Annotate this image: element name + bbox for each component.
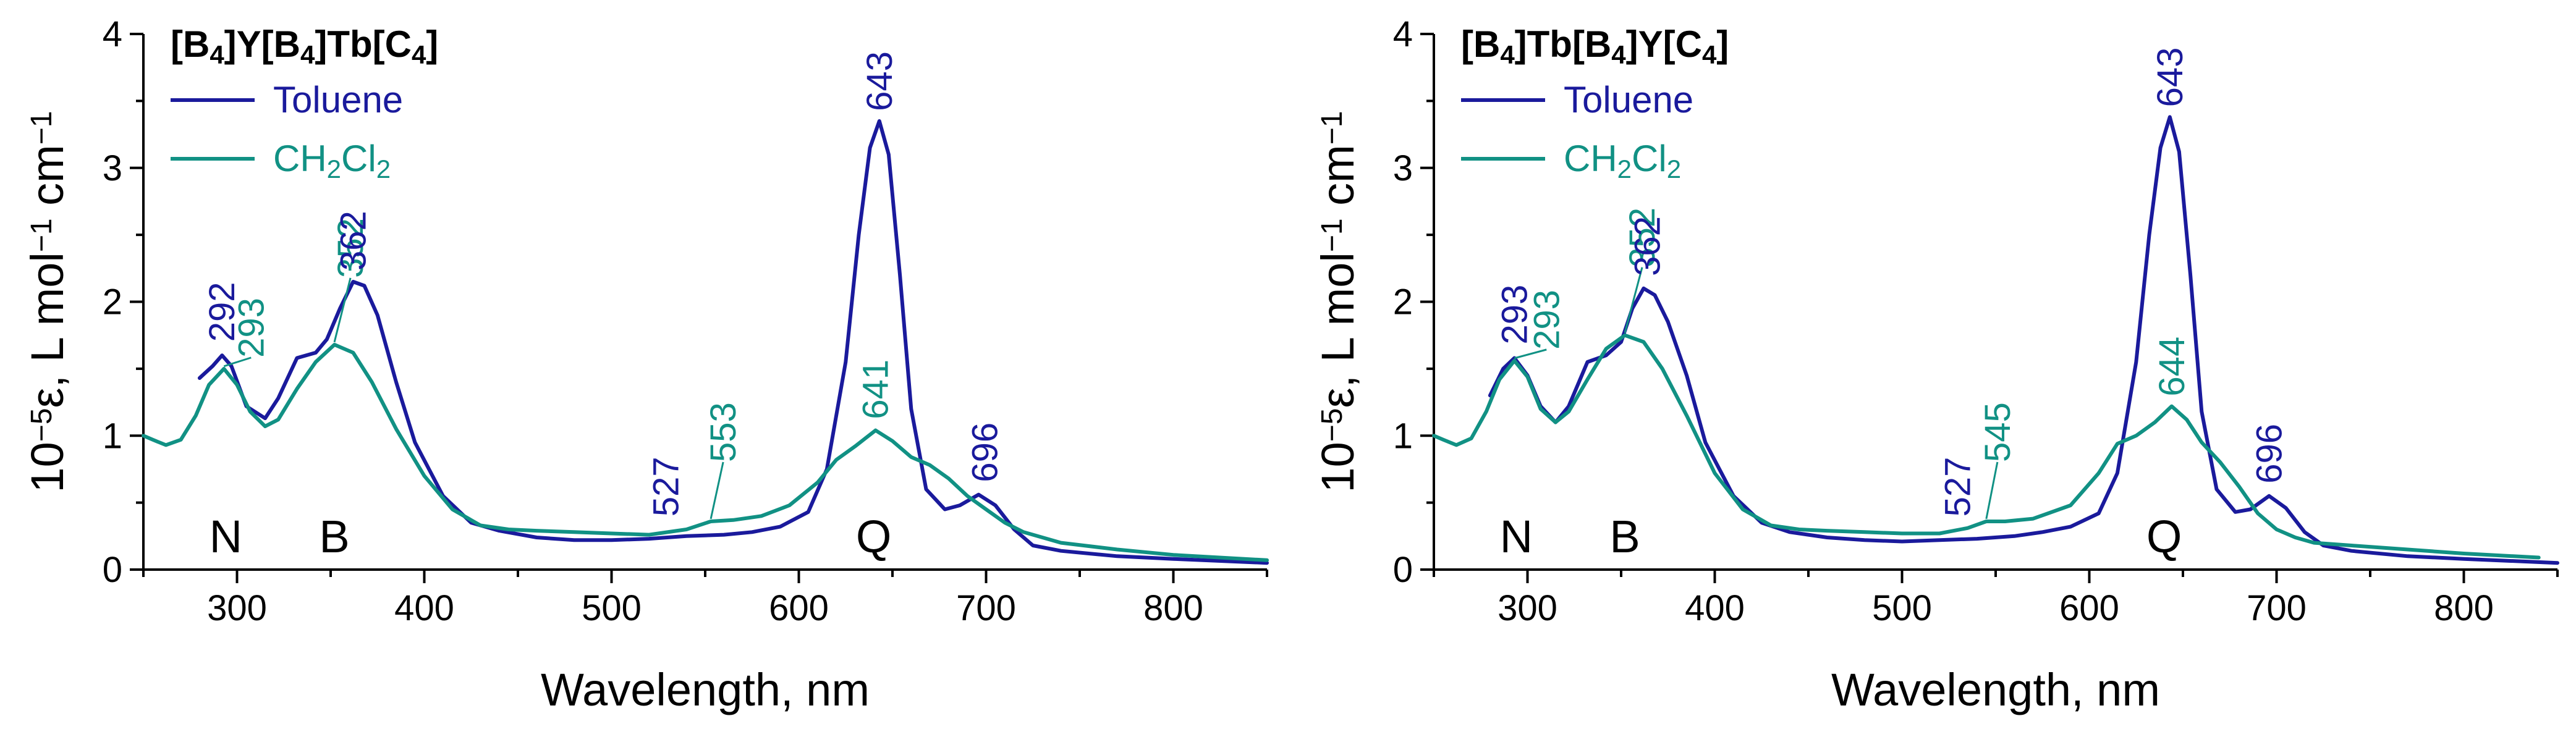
x-tick-label: 400 <box>394 588 454 628</box>
x-tick-label: 600 <box>2059 588 2119 628</box>
peak-label: 553 <box>703 402 744 462</box>
band-label-b: B <box>1609 511 1640 562</box>
y-axis-title: 10−5ε, L mol−1 cm−1 <box>22 111 73 492</box>
peak-label: 643 <box>2150 48 2190 107</box>
y-tick-label: 3 <box>1393 148 1413 188</box>
legend-label-ch2cl2: CH2Cl2 <box>273 138 391 183</box>
peak-label: 644 <box>2152 337 2192 397</box>
peak-label: 293 <box>1527 290 1567 350</box>
y-tick-label: 1 <box>103 416 122 456</box>
x-tick-label: 400 <box>1685 588 1745 628</box>
peak-leader-line <box>710 461 724 520</box>
y-axis-title: 10−5ε, L mol−1 cm−1 <box>1312 111 1363 492</box>
x-tick-label: 700 <box>2247 588 2307 628</box>
x-tick-label: 500 <box>1872 588 1932 628</box>
peak-label: 527 <box>646 457 686 516</box>
peak-leader-line <box>223 356 252 368</box>
panel-title: [B4]Y[B4]Tb[C4] <box>171 23 438 69</box>
peak-label: 293 <box>1494 285 1535 345</box>
x-tick-label: 300 <box>1498 588 1557 628</box>
band-label-n: N <box>210 511 242 562</box>
right-chart-panel: 300 400 500 600 700 800 0 1 2 3 4 Wavelength, nm 10−… <box>1312 14 2559 715</box>
band-label-n: N <box>1500 511 1533 562</box>
series-line-toluene <box>1488 115 2559 565</box>
left-chart-panel: 300 400 500 600 700 800 0 1 2 3 4 Wavelength, nm 10−… <box>22 14 1269 715</box>
peak-label: 352 <box>331 218 371 278</box>
peak-label: 641 <box>856 360 896 419</box>
legend-label-toluene: Toluene <box>273 79 403 120</box>
peak-leader-line <box>1985 461 1999 520</box>
x-axis-title: Wavelength, nm <box>541 664 870 715</box>
band-label-b: B <box>319 511 349 562</box>
x-tick-label: 500 <box>582 588 642 628</box>
panel-title: [B4]Tb[B4]Y[C4] <box>1461 23 1729 69</box>
band-label-q: Q <box>856 511 892 562</box>
series-line-toluene <box>197 119 1269 565</box>
x-tick-label: 800 <box>1143 588 1203 628</box>
series-line-ch2cl2 <box>1432 333 2541 560</box>
y-tick-label: 1 <box>1393 416 1413 456</box>
y-tick-label: 3 <box>103 148 122 188</box>
series-line-ch2cl2 <box>142 342 1269 562</box>
y-tick-label: 2 <box>1393 282 1413 322</box>
x-tick-label: 300 <box>207 588 267 628</box>
y-tick-label: 4 <box>1393 14 1413 54</box>
peak-leader-line <box>1514 348 1547 360</box>
peak-label: 352 <box>1622 208 1663 267</box>
x-tick-label: 800 <box>2434 588 2494 628</box>
peak-label: 527 <box>1938 457 1978 517</box>
y-tick-label: 0 <box>103 550 122 590</box>
peak-label: 293 <box>231 298 271 358</box>
peak-label: 643 <box>860 51 900 111</box>
peak-label: 362 <box>1627 216 1667 276</box>
y-tick-label: 2 <box>103 282 122 322</box>
band-label-q: Q <box>2146 511 2182 562</box>
legend-label-ch2cl2: CH2Cl2 <box>1564 138 1681 183</box>
y-tick-label: 4 <box>103 14 122 54</box>
y-tick-label: 0 <box>1393 550 1413 590</box>
x-tick-label: 600 <box>769 588 829 628</box>
peak-label: 292 <box>202 282 242 342</box>
peak-label: 545 <box>1978 402 2018 462</box>
peak-label: 362 <box>333 211 373 271</box>
x-axis-title: Wavelength, nm <box>1831 664 2160 715</box>
peak-label: 696 <box>965 423 1005 482</box>
peak-label: 696 <box>2249 424 2289 484</box>
peak-leader-line <box>1624 267 1643 334</box>
x-tick-label: 700 <box>956 588 1016 628</box>
legend-label-toluene: Toluene <box>1564 79 1693 120</box>
peak-leader-line <box>333 277 352 343</box>
